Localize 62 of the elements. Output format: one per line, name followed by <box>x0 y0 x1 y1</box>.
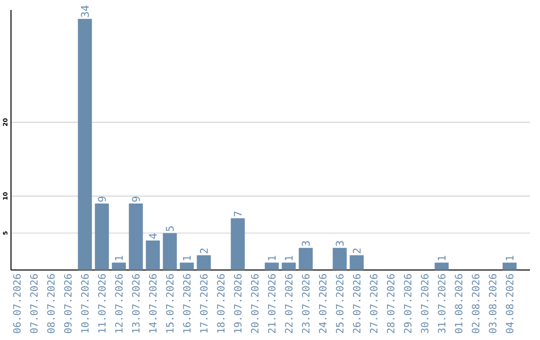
data-label: 2 <box>352 248 361 254</box>
bar <box>298 248 313 270</box>
x-tick-label: 23.07.2026 <box>302 274 310 333</box>
x-tick-label: 27.07.2026 <box>370 274 378 333</box>
data-label: 1 <box>183 256 191 260</box>
x-tick-label: 31.07.2026 <box>438 274 446 334</box>
x-tick-label: 14.07.2026 <box>149 274 157 333</box>
bar <box>94 204 109 270</box>
x-tick-label: 07.07.2026 <box>30 274 38 334</box>
bar <box>332 248 347 270</box>
x-tick-label: 29.07.2026 <box>404 274 412 333</box>
data-label: 7 <box>234 212 242 216</box>
x-tick-label: 16.07.2026 <box>183 274 191 333</box>
data-label: 34 <box>80 6 89 17</box>
x-tick-label: 11.07.2026 <box>98 274 106 333</box>
bar <box>112 262 126 270</box>
x-tick-label: 03.08.2026 <box>488 274 496 334</box>
x-tick-label: 20.07.2026 <box>250 274 259 333</box>
bar <box>196 255 211 270</box>
x-tick-label: 28.07.2026 <box>386 274 394 333</box>
data-label: 1 <box>268 256 276 260</box>
bar <box>180 262 194 270</box>
data-label: 1 <box>438 256 446 260</box>
data-label: 2 <box>200 248 208 254</box>
x-tick-label: 08.07.2026 <box>47 274 55 334</box>
bar <box>350 255 364 270</box>
bar <box>282 262 296 270</box>
x-tick-label: 02.08.2026 <box>472 274 480 334</box>
x-tick-label: 22.07.2026 <box>284 274 293 333</box>
x-tick-label: 01.08.2026 <box>454 274 462 334</box>
bar <box>162 233 177 270</box>
data-label: 3 <box>336 241 344 246</box>
x-tick-label: 24.07.2026 <box>318 274 327 333</box>
data-label: 9 <box>132 196 140 202</box>
bar <box>230 218 245 270</box>
x-tick-label: 25.07.2026 <box>336 274 344 333</box>
x-tick-label: 06.07.2026 <box>13 274 21 334</box>
x-tick-label: 09.07.2026 <box>64 274 72 334</box>
x-tick-label: 18.07.2026 <box>217 274 225 333</box>
data-label: 1 <box>506 256 514 260</box>
bar <box>502 262 517 270</box>
x-tick-label: 10.07.2026 <box>81 274 89 333</box>
x-tick-label: 17.07.2026 <box>200 274 208 333</box>
x-tick-label: 30.07.2026 <box>420 274 428 334</box>
data-label: 3 <box>302 241 310 246</box>
data-label: 4 <box>149 233 157 239</box>
data-label: 1 <box>284 256 293 260</box>
bar <box>78 18 92 270</box>
x-tick-label: 04.08.2026 <box>506 274 514 334</box>
bar <box>146 240 160 270</box>
x-tick-label: 13.07.2026 <box>132 274 140 333</box>
data-label: 9 <box>98 196 106 202</box>
x-tick-label: 12.07.2026 <box>115 274 123 333</box>
x-tick-label: 15.07.2026 <box>166 274 174 333</box>
x-tick-label: 21.07.2026 <box>268 274 276 333</box>
x-tick-label: 19.07.2026 <box>234 274 242 333</box>
bar <box>434 262 449 270</box>
data-label: 1 <box>115 256 123 260</box>
data-label: 5 <box>166 226 174 232</box>
bar <box>264 262 279 270</box>
x-tick-label: 26.07.2026 <box>352 274 361 333</box>
bar <box>128 204 143 270</box>
